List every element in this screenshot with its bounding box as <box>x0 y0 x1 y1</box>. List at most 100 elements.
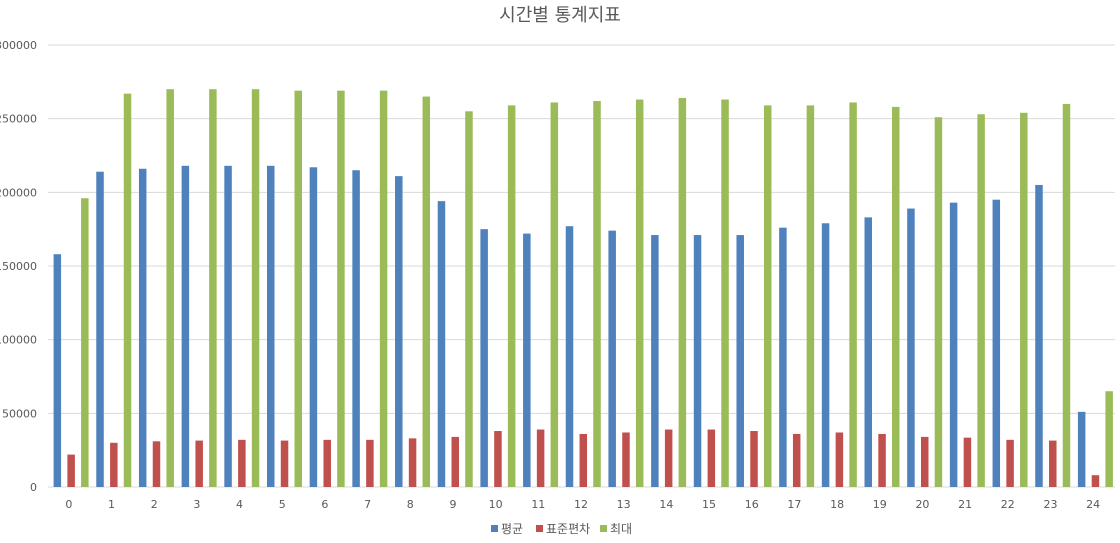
bar-mean <box>266 165 275 487</box>
x-axis-tick-labels: 0 1 2 3 4 5 6 7 8 9 10 11 12 13 14 15 16 17 18 19 20 21 22 23 24 <box>65 498 1100 511</box>
bar-stddev <box>920 436 929 487</box>
x-tick-label: 6 <box>321 498 328 511</box>
y-tick-label: 100000 <box>0 334 37 347</box>
y-tick-label: 150000 <box>0 260 37 273</box>
x-tick-label: 5 <box>279 498 286 511</box>
bar-max <box>550 102 559 488</box>
x-tick-label: 17 <box>787 498 801 511</box>
bar-max <box>251 89 260 487</box>
bar-stddev <box>664 429 673 487</box>
bar-max <box>209 89 217 487</box>
bar-stddev <box>451 436 460 487</box>
legend-label: 최대 <box>610 522 632 536</box>
bar-max <box>123 93 132 488</box>
bar-max <box>166 89 174 487</box>
bar-mean <box>53 254 62 487</box>
bar-stddev <box>878 433 886 487</box>
bar-max <box>337 90 345 487</box>
bar-mean <box>138 168 147 487</box>
x-tick-label: 21 <box>958 498 972 511</box>
x-tick-label: 8 <box>407 498 414 511</box>
bar-stddev <box>835 432 844 487</box>
y-axis-tick-labels: 0 50000 100000 150000 200000 250000 300000 <box>0 39 37 494</box>
bar-stddev <box>280 440 289 487</box>
bar-stddev <box>195 440 203 487</box>
bar-max <box>379 90 388 487</box>
y-tick-label: 0 <box>30 481 37 494</box>
bar-mean <box>779 227 787 487</box>
bar-mean <box>565 226 574 487</box>
legend-swatch <box>536 525 543 532</box>
bar-mean <box>309 167 318 487</box>
x-tick-label: 19 <box>873 498 887 511</box>
bar-max <box>635 99 644 487</box>
y-tick-label: 300000 <box>0 39 37 52</box>
bar-max <box>81 198 89 487</box>
bar-mean <box>693 235 702 487</box>
bar-stddev <box>366 439 374 487</box>
y-tick-label: 50000 <box>2 407 37 420</box>
bar-stddev <box>707 429 716 487</box>
bar-max <box>892 106 900 487</box>
bar-mean <box>864 217 873 487</box>
bar-max <box>806 105 815 487</box>
bar-stddev <box>536 429 545 487</box>
bar-max <box>1020 112 1028 488</box>
x-tick-label: 24 <box>1086 498 1100 511</box>
x-tick-label: 15 <box>702 498 716 511</box>
bar-stddev <box>750 431 758 487</box>
x-tick-label: 13 <box>617 498 631 511</box>
bar-max <box>593 100 601 487</box>
bar-stddev <box>963 437 972 487</box>
bar-mean <box>907 208 915 488</box>
x-tick-label: 9 <box>449 498 456 511</box>
bar-mean <box>608 230 616 487</box>
bar-mean <box>992 199 1001 487</box>
bar-mean <box>480 229 488 487</box>
x-tick-label: 16 <box>745 498 759 511</box>
bar-mean <box>736 235 744 487</box>
bar-mean <box>1035 184 1043 487</box>
bar-stddev <box>110 442 118 487</box>
x-tick-label: 7 <box>364 498 371 511</box>
bar-stddev <box>622 432 630 487</box>
y-tick-label: 250000 <box>0 113 37 126</box>
bar-stddev <box>579 433 588 487</box>
x-tick-label: 12 <box>574 498 588 511</box>
bar-stddev <box>1006 439 1014 487</box>
bar-mean <box>181 165 190 487</box>
bar-mean <box>821 223 830 488</box>
bar-mean <box>352 170 360 487</box>
bar-mean <box>1077 411 1086 487</box>
bar-max <box>1062 103 1071 487</box>
y-tick-label: 200000 <box>0 186 37 199</box>
bar-stddev <box>152 441 161 487</box>
legend-swatch <box>600 525 607 532</box>
bar-mean <box>96 171 104 487</box>
legend-label: 표준편차 <box>546 522 590 536</box>
bar-max <box>294 90 302 487</box>
bar-mean <box>651 235 659 487</box>
x-tick-label: 14 <box>659 498 673 511</box>
x-tick-label: 20 <box>915 498 929 511</box>
legend-swatch <box>491 525 498 532</box>
bar-max <box>422 96 431 488</box>
x-tick-label: 0 <box>65 498 72 511</box>
bar-mean <box>949 202 958 487</box>
bar-stddev <box>494 431 502 487</box>
x-tick-label: 4 <box>236 498 243 511</box>
x-tick-label: 3 <box>193 498 200 511</box>
bar-max <box>507 105 516 487</box>
bar-mean <box>224 165 232 487</box>
x-tick-label: 18 <box>830 498 844 511</box>
bar-max <box>934 117 943 488</box>
legend: 평균 표준편차 최대 <box>491 522 632 536</box>
bar-max <box>721 99 729 487</box>
x-tick-label: 11 <box>531 498 545 511</box>
bar-max <box>465 111 473 488</box>
bar-max <box>977 114 985 487</box>
bar-stddev <box>792 433 801 487</box>
bar-stddev <box>408 438 417 487</box>
